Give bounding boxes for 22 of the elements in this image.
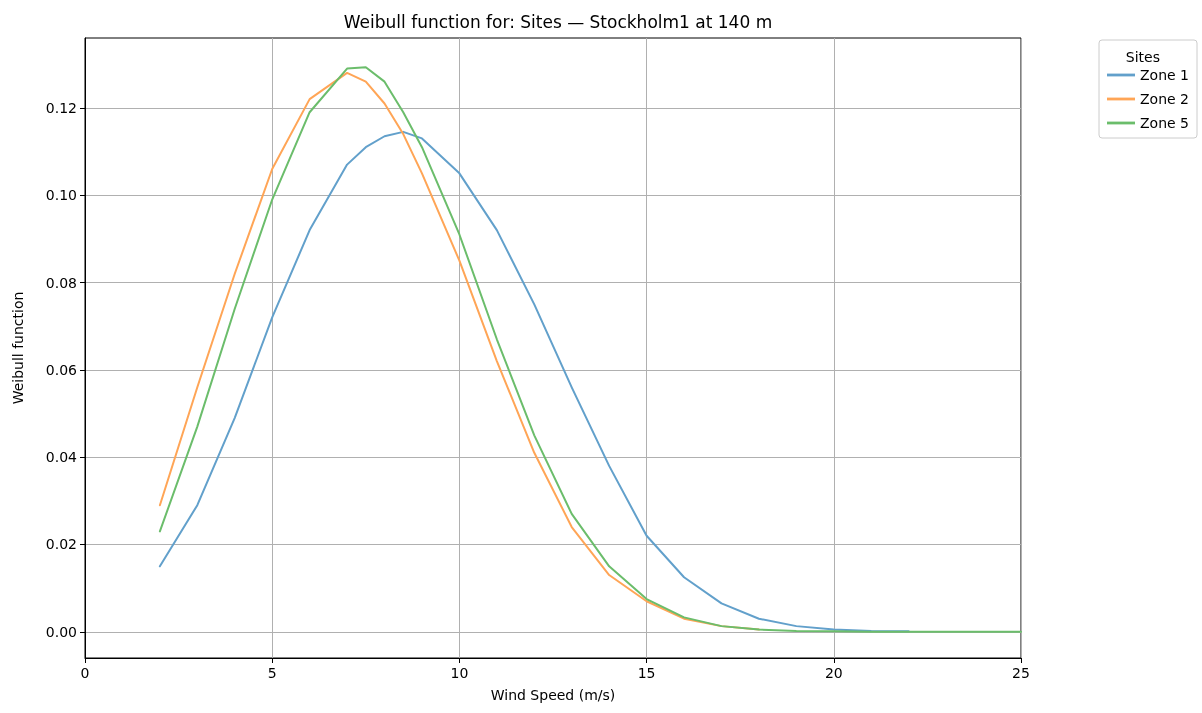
legend-title: Sites: [1125, 49, 1161, 65]
y-axis-title: Weibull function: [10, 291, 26, 405]
legend-label: Zone 1: [1140, 67, 1189, 83]
y-tick-label: 0.04: [45, 449, 78, 466]
x-tick-label: 10: [450, 665, 469, 681]
y-tick-label: 0.10: [45, 187, 77, 204]
legend-label: Zone 2: [1140, 91, 1189, 107]
x-tick-label: 15: [637, 665, 656, 681]
y-tick-label: 0.06: [45, 361, 78, 378]
x-tick-label: 25: [1012, 665, 1030, 681]
y-tick-label: 0.08: [45, 274, 77, 291]
x-axis-title: Wind Speed (m/s): [490, 687, 616, 703]
x-tick-label: 5: [267, 665, 277, 681]
x-tick-label: 20: [824, 665, 843, 681]
legend-label: Zone 5: [1140, 115, 1189, 131]
y-tick-label: 0.02: [45, 536, 77, 553]
line-series: [158, 130, 910, 633]
y-tick-label: 0.00: [45, 623, 77, 640]
y-tick-label: 0.12: [45, 99, 77, 116]
x-tick-label: 0: [80, 665, 90, 681]
line-series: [158, 66, 1022, 633]
chart-title: Weibull function for: Sites — Stockholm1 at 140 m: [343, 11, 773, 32]
